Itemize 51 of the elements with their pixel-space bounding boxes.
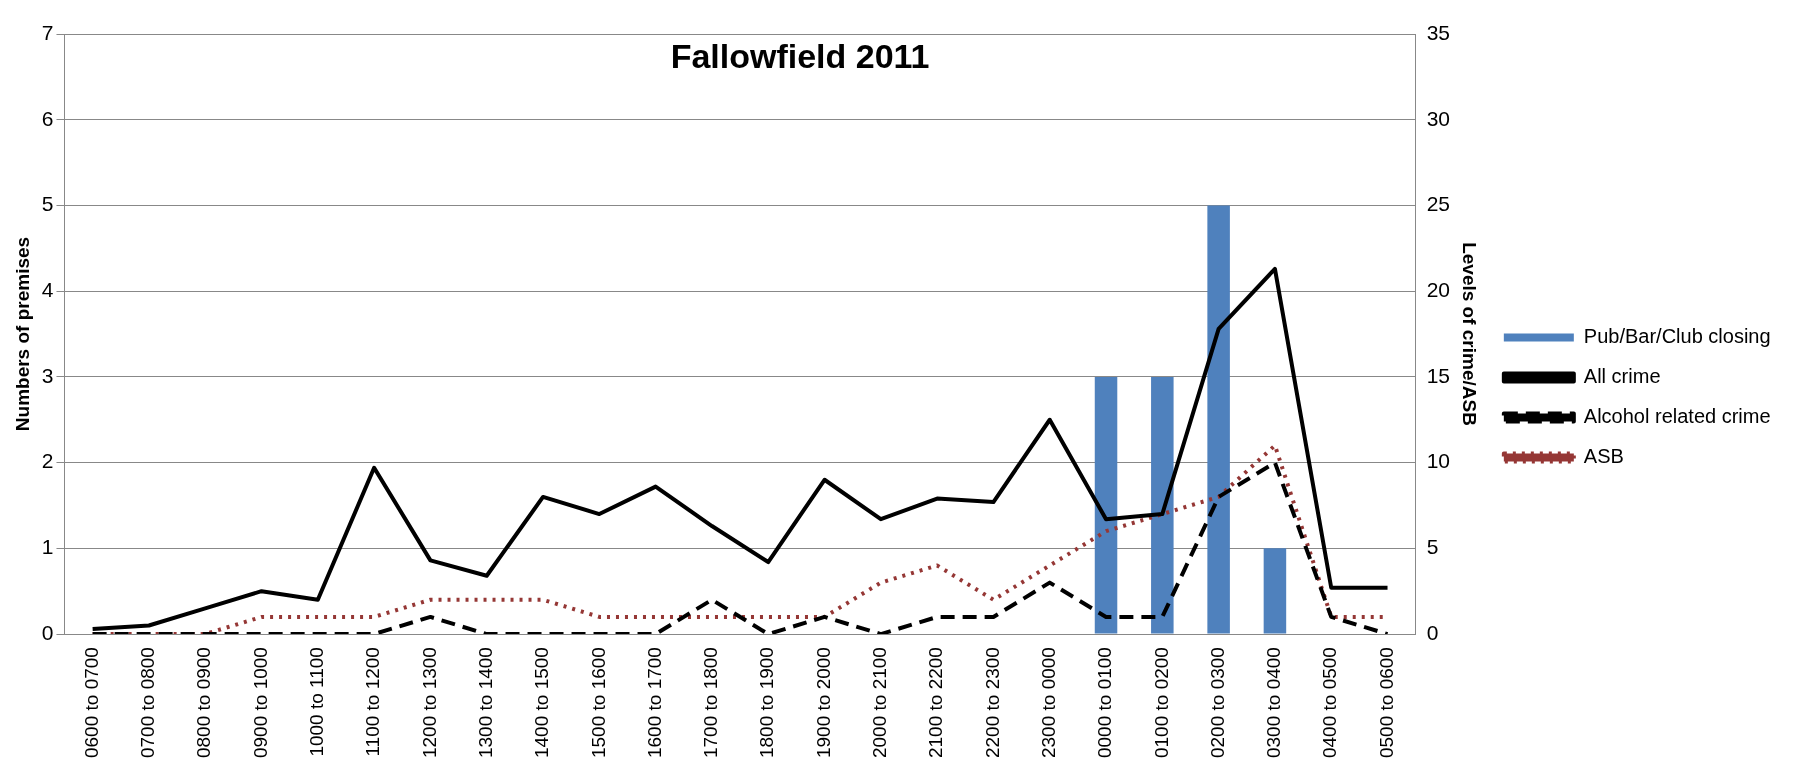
x-tick-label: 2000 to 2100 [869,647,891,759]
x-tick-label: 0200 to 0300 [1206,647,1228,759]
x-tick-label: 0900 to 1000 [249,647,271,759]
x-tick-label: 1200 to 1300 [418,647,440,759]
x-tick-label: 1600 to 1700 [643,647,665,759]
x-tick-label: 1800 to 1900 [756,647,778,759]
y-axis-title: Numbers of premises [11,236,33,432]
bar [1263,548,1287,634]
y-tick-label: 4 [41,277,54,301]
x-tick-label: 1000 to 1100 [306,647,328,757]
x-tick-label: 2100 to 2200 [925,647,947,759]
y-tick-label: 7 [41,20,54,44]
x-tick-label: 0800 to 0900 [193,647,215,759]
y-tick-label: 1 [41,535,54,559]
x-tick-label: 2200 to 2300 [981,647,1003,759]
y-tick-label: 2 [41,449,54,473]
x-tick-label: 0100 to 0200 [1150,647,1172,759]
legend-label: All crime [1583,365,1661,388]
y-tick-label: 6 [41,106,54,130]
bar [1151,376,1174,634]
legend-label: Alcohol related crime [1583,405,1771,428]
y-tick-label: 0 [41,620,54,644]
chart-title: Fallowfield 2011 [670,37,930,76]
x-tick-label: 0300 to 0400 [1263,647,1285,759]
x-tick-label: 0600 to 0700 [80,647,102,759]
bar [1094,376,1118,634]
x-tick-label: 1500 to 1600 [587,647,609,759]
y2-tick-label: 25 [1426,192,1451,216]
y2-axis-title: Levels of crime/ASB [1459,242,1481,426]
legend-label: ASB [1583,445,1624,468]
legend-label: Pub/Bar/Club closing [1583,325,1771,348]
x-tick-label: 1900 to 2000 [812,647,834,759]
x-tick-label: 0700 to 0800 [137,647,159,759]
x-tick-label: 1100 to 1200 [362,647,384,757]
y2-tick-label: 5 [1426,535,1439,559]
y2-tick-label: 10 [1426,449,1451,473]
x-tick-label: 2300 to 0000 [1037,647,1059,759]
y-tick-label: 5 [41,192,54,216]
y-tick-label: 3 [41,363,54,387]
bar [1207,205,1230,634]
x-tick-label: 1300 to 1400 [474,647,496,759]
x-tick-label: 0000 to 0100 [1094,647,1116,759]
y2-tick-label: 30 [1426,106,1451,130]
y2-tick-label: 35 [1426,20,1451,44]
y2-tick-label: 15 [1426,363,1451,387]
y2-tick-label: 20 [1426,277,1451,301]
y2-tick-label: 0 [1426,620,1439,644]
x-tick-label: 1400 to 1500 [531,647,553,759]
x-tick-label: 0500 to 0600 [1375,647,1397,759]
x-tick-label: 0400 to 0500 [1319,647,1341,759]
x-tick-label: 1700 to 1800 [700,647,722,759]
